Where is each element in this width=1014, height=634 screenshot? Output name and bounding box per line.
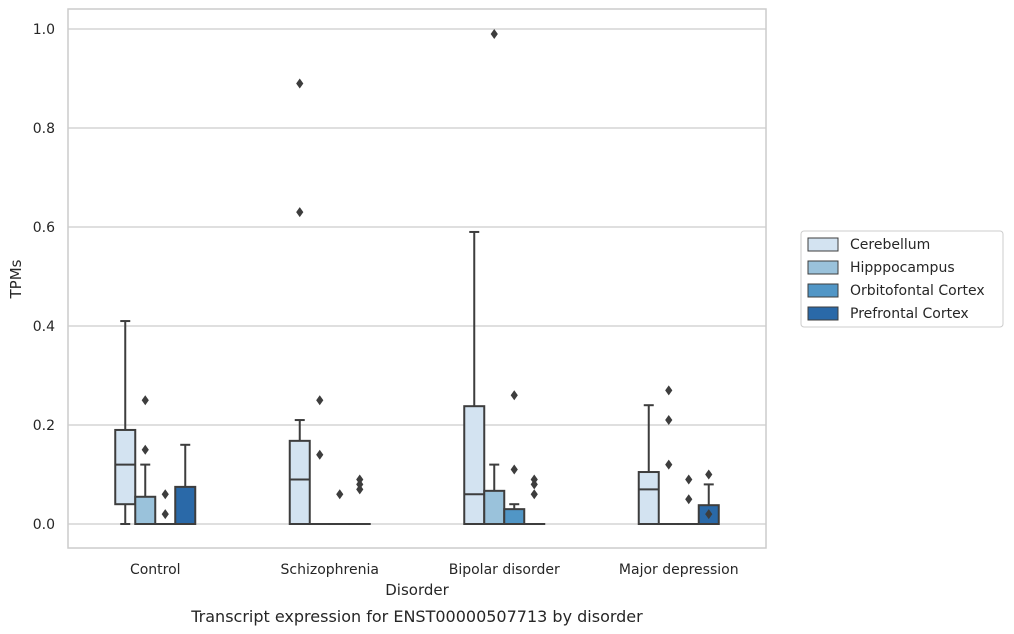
legend-swatch: [807, 306, 839, 321]
box-body: [288, 439, 311, 525]
legend-swatch: [807, 283, 839, 298]
outlier-point: [665, 385, 673, 396]
outlier-point: [296, 78, 304, 89]
outlier-point: [685, 474, 693, 485]
box-1-0: [134, 395, 157, 525]
box-1-3: [657, 385, 680, 526]
y-tick-label: 0.6: [33, 220, 55, 236]
outlier-point: [530, 489, 538, 500]
box-0-1: [288, 78, 311, 525]
box-body: [483, 489, 506, 525]
box-1-2: [483, 28, 506, 525]
legend-frame: [800, 230, 1004, 328]
outlier-point: [141, 444, 149, 455]
outlier-point: [336, 489, 344, 500]
box-0-0: [114, 320, 137, 525]
y-tick-labels: 0.0 0.2 0.4 0.6 0.8 1.0: [33, 22, 55, 533]
y-tick-label: 0.0: [33, 517, 55, 533]
outlier-point: [530, 474, 538, 485]
outlier-point: [141, 395, 149, 406]
box-2-2: [503, 390, 526, 525]
outlier-point: [296, 207, 304, 218]
x-tick-labels: Control Schizophrenia Bipolar disorder Majo…: [130, 562, 739, 578]
box-2-0: [154, 489, 177, 526]
x-tick-label: Schizophrenia: [281, 562, 379, 578]
box-2-1: [328, 489, 351, 526]
y-tick-label: 0.8: [33, 121, 55, 137]
y-tick-label: 0.4: [33, 319, 55, 335]
plot-frame: [67, 8, 767, 549]
legend-label: Cerebellum: [850, 237, 930, 253]
outlier-point: [510, 464, 518, 475]
legend-swatch: [807, 237, 839, 252]
legend-swatch: [807, 260, 839, 275]
outlier-point: [705, 469, 713, 480]
box-body: [637, 471, 660, 525]
outlier-point: [665, 459, 673, 470]
box-3-0: [174, 443, 197, 525]
outlier-point: [161, 489, 169, 500]
outlier-point: [705, 509, 713, 520]
box-0-2: [463, 230, 486, 525]
boxes: [114, 28, 720, 526]
box-body: [134, 495, 157, 525]
outlier-point: [356, 474, 364, 485]
legend-label: Hipppocampus: [850, 260, 955, 276]
box-3-1: [348, 474, 371, 526]
x-tick-label: Major depression: [619, 562, 739, 578]
outlier-point: [316, 449, 324, 460]
outlier-point: [685, 494, 693, 505]
x-axis-label: Disorder: [385, 581, 449, 599]
legend: Cerebellum Hipppocampus Orbitofontal Corte…: [800, 230, 1004, 328]
box-1-1: [308, 395, 331, 526]
grid-lines: [68, 28, 766, 525]
outlier-point: [316, 395, 324, 406]
box-body: [503, 508, 526, 525]
box-body: [114, 428, 137, 506]
outlier-point: [161, 509, 169, 520]
y-tick-label: 1.0: [33, 22, 55, 38]
legend-label: Prefrontal Cortex: [850, 306, 969, 322]
box-body: [174, 485, 197, 525]
box-0-3: [637, 404, 660, 525]
box-3-2: [523, 474, 546, 526]
figure-caption: Transcript expression for ENST0000050771…: [190, 607, 643, 626]
y-axis-label: TPMs: [7, 259, 25, 299]
y-tick-label: 0.2: [33, 418, 55, 434]
box-2-3: [677, 474, 700, 526]
outlier-point: [665, 415, 673, 426]
outlier-point: [490, 28, 498, 39]
outlier-point: [510, 390, 518, 401]
x-tick-label: Bipolar disorder: [449, 562, 560, 578]
box-3-3: [697, 469, 720, 526]
x-tick-label: Control: [130, 562, 181, 578]
legend-label: Orbitofontal Cortex: [850, 283, 985, 299]
box-body: [463, 405, 486, 525]
